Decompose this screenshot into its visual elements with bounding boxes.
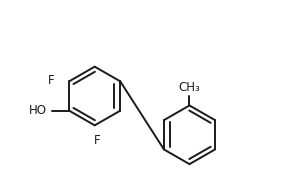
Text: F: F <box>94 134 101 147</box>
Text: F: F <box>48 74 54 87</box>
Text: HO: HO <box>29 104 47 117</box>
Text: CH₃: CH₃ <box>179 81 200 94</box>
